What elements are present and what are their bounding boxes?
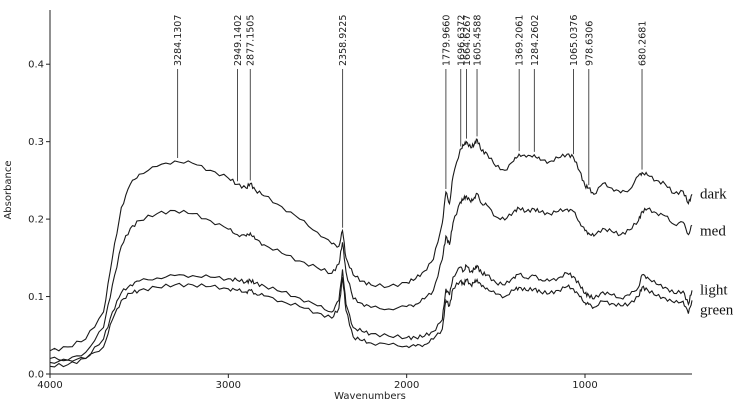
series-label-green: green	[700, 302, 734, 318]
series-line-med	[49, 192, 693, 364]
peak-label: 1369.2061	[515, 15, 526, 66]
peak-label: 3284.1307	[173, 15, 184, 66]
y-axis-title: Absorbance	[3, 160, 14, 219]
y-tick-label: 0.1	[28, 292, 44, 303]
x-ticks: 4000 3000 2000 1000	[37, 374, 598, 391]
peak-label: 2949.1402	[233, 15, 244, 66]
peak-label: 2358.9225	[338, 15, 349, 66]
series-label-light: light	[700, 282, 728, 298]
x-tick-label: 1000	[572, 380, 597, 391]
peak-label: 680.2681	[638, 21, 649, 66]
peak-label: 1779.9660	[441, 15, 452, 66]
series-label-dark: dark	[700, 186, 727, 202]
peak-label: 2877.1505	[246, 15, 257, 66]
series-group	[49, 138, 693, 368]
series-label-med: med	[700, 223, 726, 239]
x-tick-label: 3000	[216, 380, 241, 391]
x-tick-label: 2000	[394, 380, 419, 391]
peak-label: 1284.2602	[530, 15, 541, 66]
series-line-dark	[49, 138, 693, 352]
peak-annotations: 3284.1307 2949.1402 2877.1505 2358.9225 1779…	[173, 15, 649, 228]
series-line-light	[49, 263, 693, 368]
y-tick-label: 0.2	[28, 215, 44, 226]
peak-label: 1696.6372	[456, 15, 467, 66]
series-line-green	[49, 277, 693, 362]
peak-label: 1605.4588	[473, 15, 484, 66]
y-tick-label: 0.0	[28, 370, 44, 381]
y-ticks: 0.0 0.1 0.2 0.3 0.4	[28, 60, 50, 381]
y-tick-label: 0.4	[28, 60, 44, 71]
series-labels: dark med light green	[700, 186, 734, 318]
x-tick-label: 4000	[37, 380, 62, 391]
peak-label: 1664.6267	[462, 15, 473, 66]
y-tick-label: 0.3	[28, 137, 44, 148]
x-axis-title: Wavenumbers	[334, 391, 406, 402]
peak-label: 1065.0376	[569, 15, 580, 66]
peak-label: 978.6306	[584, 21, 595, 66]
